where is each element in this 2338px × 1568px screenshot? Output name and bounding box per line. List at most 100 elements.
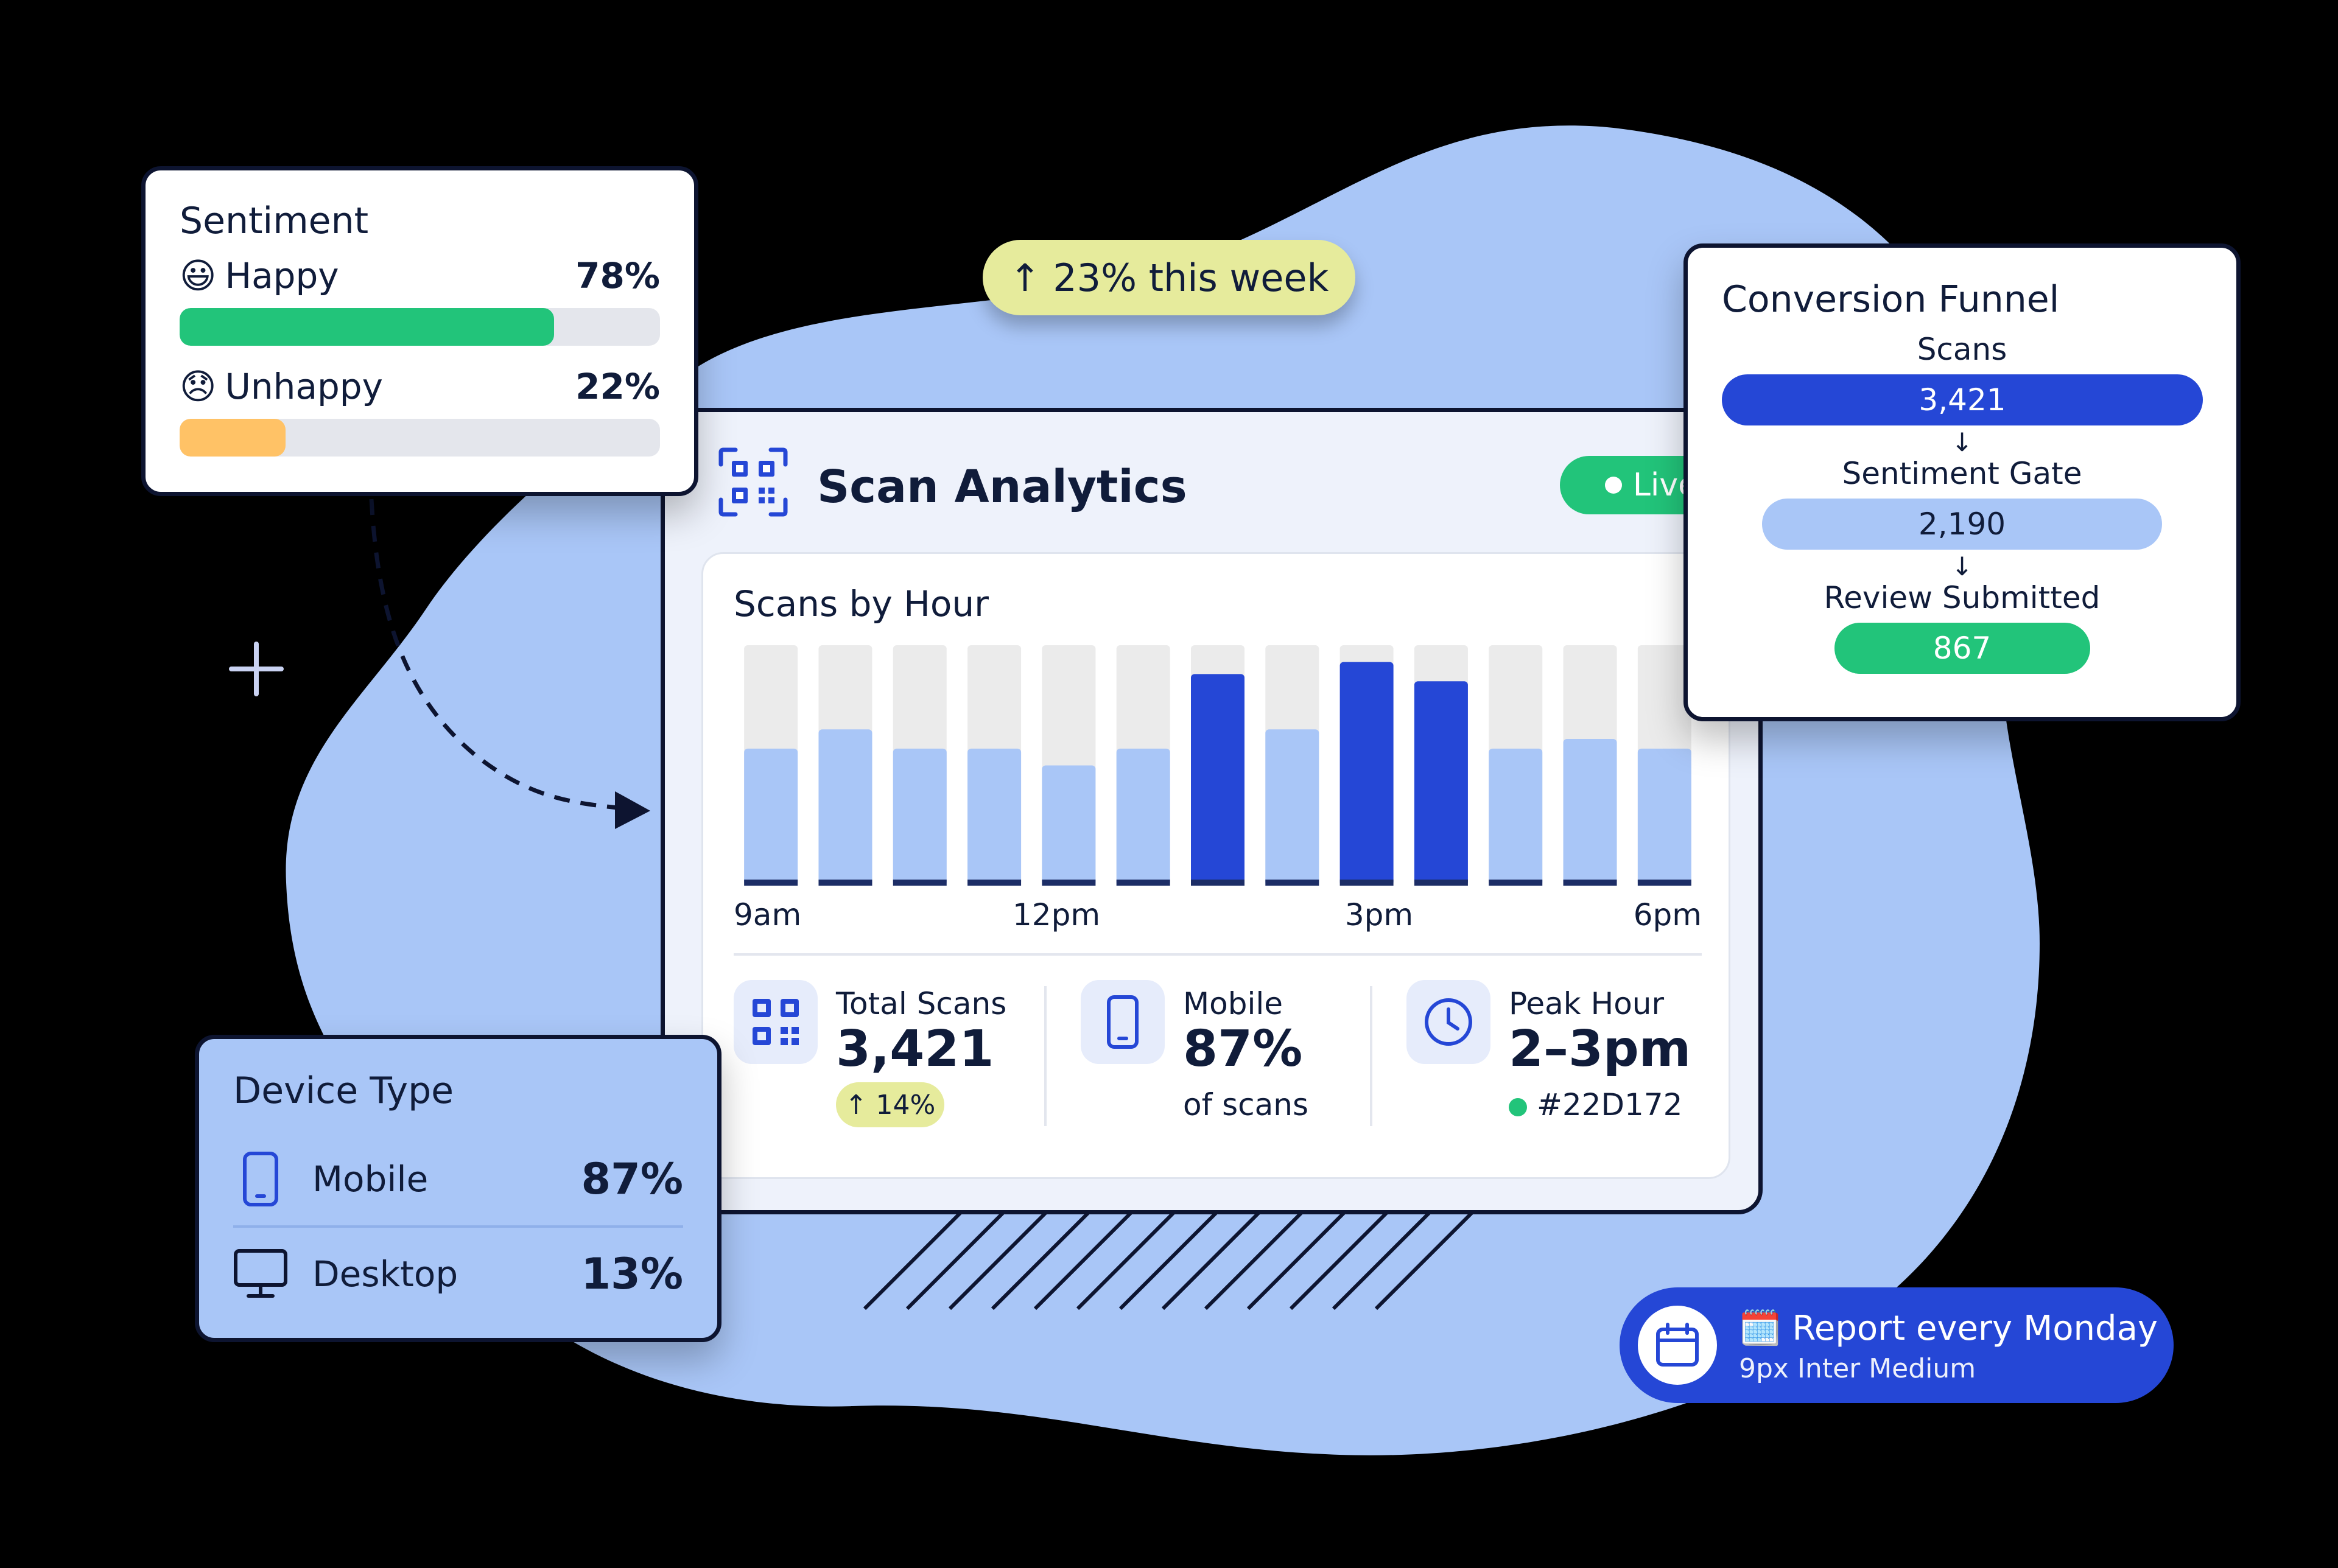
chart-card: Scans by Hour 9am 12pm 3pm 6pm Total Scans <box>701 552 1730 1179</box>
bar-baseline <box>1563 880 1617 886</box>
bar-baseline <box>967 880 1022 886</box>
happy-face-icon: 😃 <box>180 255 217 296</box>
sentiment-label: Unhappy <box>225 366 383 407</box>
report-schedule-button[interactable]: 🗓️ Report every Monday 9px Inter Medium <box>1620 1287 2174 1403</box>
stat-sub: of scans <box>1183 1087 1309 1122</box>
funnel-stage-label: Scans <box>1917 332 2007 367</box>
device-row-desktop: Desktop 13% <box>233 1231 683 1317</box>
device-type-card: Device Type Mobile 87% Desktop 13% <box>195 1035 721 1342</box>
bar[interactable] <box>1042 765 1096 886</box>
delta-badge: ↑ 14% <box>836 1082 944 1127</box>
bar-baseline <box>1339 880 1394 886</box>
sentiment-row-unhappy: 😞 Unhappy 22% <box>180 359 660 414</box>
bar-baseline <box>1042 880 1096 886</box>
stat-value: 87% <box>1183 1020 1303 1078</box>
stat-value: 2–3pm <box>1509 1020 1691 1078</box>
growth-pill-label: ↑ 23% this week <box>1009 255 1329 300</box>
device-pct: 87% <box>581 1154 683 1204</box>
bar[interactable] <box>967 748 1022 886</box>
divider <box>1044 986 1047 1126</box>
sentiment-label: Happy <box>225 255 339 296</box>
bar[interactable] <box>1637 748 1691 886</box>
x-tick-label: 6pm <box>1634 897 1702 933</box>
plus-sparkle-icon <box>229 642 284 696</box>
status-dot-icon <box>1509 1097 1527 1116</box>
sentiment-card: Sentiment 😃 Happy 78% 😞 Unhappy 22% <box>141 166 698 496</box>
bar[interactable] <box>1339 662 1394 886</box>
funnel-bar-scans: 3,421 <box>1722 374 2203 425</box>
bar[interactable] <box>893 748 947 886</box>
bar-baseline <box>1414 880 1468 886</box>
stat-label: Mobile <box>1183 986 1283 1021</box>
bar-baseline <box>1637 880 1691 886</box>
bar[interactable] <box>1489 748 1543 886</box>
bar[interactable] <box>1414 681 1468 886</box>
peak-color-label: #22D172 <box>1537 1087 1683 1122</box>
sad-face-icon: 😞 <box>180 366 217 407</box>
bar[interactable] <box>1116 748 1170 886</box>
funnel-bar-sentiment-gate: 2,190 <box>1761 499 2163 550</box>
sentiment-title: Sentiment <box>180 200 369 242</box>
qr-code-icon <box>734 980 818 1064</box>
bar-baseline <box>744 880 798 886</box>
progress-track <box>180 308 660 346</box>
bar-baseline <box>1191 880 1244 886</box>
sentiment-row-happy: 😃 Happy 78% <box>180 248 660 303</box>
bar[interactable] <box>1265 729 1319 886</box>
bar-baseline <box>818 880 872 886</box>
progress-fill-unhappy <box>180 419 286 457</box>
stat-mobile: Mobile 87% of scans <box>1081 980 1373 1138</box>
sentiment-pct: 22% <box>575 366 660 407</box>
device-row-mobile: Mobile 87% <box>233 1136 683 1222</box>
calendar-icon <box>1638 1306 1717 1385</box>
scans-by-hour-chart: 9am 12pm 3pm 6pm <box>734 645 1702 933</box>
bar[interactable] <box>1563 739 1617 886</box>
mobile-phone-icon <box>1081 980 1165 1064</box>
progress-track <box>180 419 660 457</box>
stat-sub: #22D172 <box>1509 1087 1682 1122</box>
funnel-value: 867 <box>1933 631 1992 666</box>
live-dot-icon <box>1604 477 1622 494</box>
clock-icon <box>1406 980 1490 1064</box>
x-tick-label: 3pm <box>1345 897 1413 933</box>
bar-baseline <box>893 880 947 886</box>
stat-peak-hour: Peak Hour 2–3pm #22D172 <box>1406 980 1699 1138</box>
device-label: Desktop <box>312 1253 458 1295</box>
funnel-value: 2,190 <box>1918 506 2006 542</box>
arrow-down-icon: ↓ <box>1951 551 1973 581</box>
funnel-bar-review-submitted: 867 <box>1834 623 2090 674</box>
growth-pill: ↑ 23% this week <box>983 240 1355 315</box>
device-pct: 13% <box>581 1249 683 1299</box>
divider <box>734 953 1702 956</box>
progress-fill-happy <box>180 308 555 346</box>
page-title: Scan Analytics <box>817 461 1187 513</box>
chart-title: Scans by Hour <box>734 583 989 625</box>
report-title: 🗓️ Report every Monday <box>1739 1309 2158 1348</box>
bar-baseline <box>1489 880 1543 886</box>
bar-baseline <box>1116 880 1170 886</box>
bar[interactable] <box>744 748 798 886</box>
funnel-title: Conversion Funnel <box>1722 278 2060 321</box>
desktop-monitor-icon <box>233 1248 288 1300</box>
device-label: Mobile <box>312 1158 429 1200</box>
x-tick-label: 9am <box>734 897 801 933</box>
report-subtitle: 9px Inter Medium <box>1739 1353 1976 1384</box>
conversion-funnel-card: Conversion Funnel Scans 3,421 ↓ Sentimen… <box>1683 243 2241 721</box>
funnel-value: 3,421 <box>1918 382 2006 418</box>
bar[interactable] <box>818 729 872 886</box>
mobile-phone-icon <box>233 1151 288 1207</box>
qr-code-icon <box>718 447 788 517</box>
arrow-down-icon: ↓ <box>1951 427 1973 457</box>
scan-analytics-panel: Scan Analytics Live Scans by Hour 9am 12p… <box>661 408 1763 1214</box>
funnel-stage-label: Review Submitted <box>1824 580 2101 615</box>
funnel-stage-label: Sentiment Gate <box>1842 456 2082 491</box>
stat-value: 3,421 <box>836 1020 994 1078</box>
stat-label: Peak Hour <box>1509 986 1665 1021</box>
bar[interactable] <box>1191 674 1244 886</box>
x-tick-label: 12pm <box>1013 897 1100 933</box>
sentiment-pct: 78% <box>575 255 660 296</box>
stat-total-scans: Total Scans 3,421 ↑ 14% <box>734 980 1038 1138</box>
